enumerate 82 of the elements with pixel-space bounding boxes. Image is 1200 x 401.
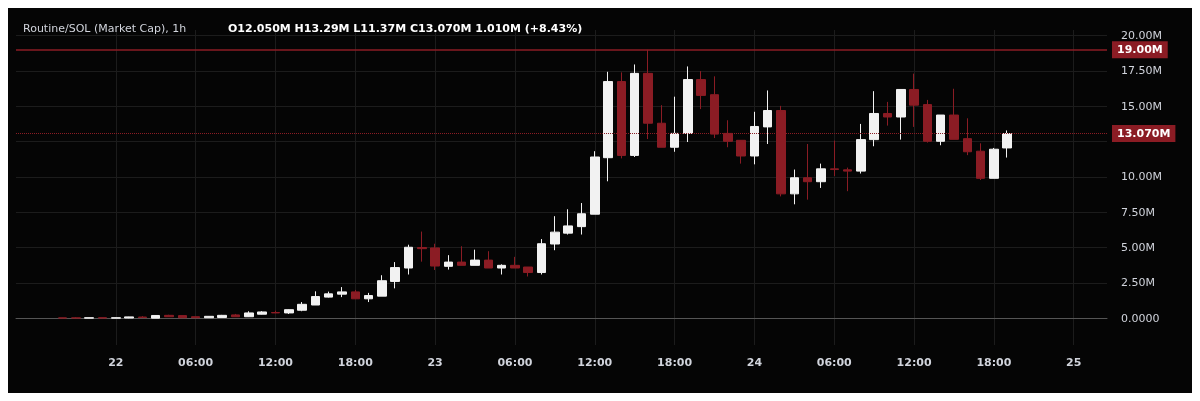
y-tick-label: 5.00M [1121,241,1155,255]
candlestick [324,291,333,299]
candlestick [976,142,985,181]
y-tick-label: 20.00M [1121,29,1162,43]
candlestick [430,243,440,271]
candlestick [178,314,187,319]
x-tick-label: 12:00 [257,356,294,369]
x-tick-label: 06:00 [816,356,853,369]
candlestick [630,63,639,158]
y-tick-label: 2.50M [1121,276,1155,290]
y-tick-label: 15.00M [1121,99,1162,113]
candlestick [217,314,227,319]
candlestick [404,244,413,276]
x-tick-label: 22 [108,356,124,369]
candlestick [377,274,387,297]
candlestick [736,139,746,165]
candlestick [364,292,373,303]
candlestick [351,289,360,300]
candlestick [750,111,759,165]
candlestick [830,140,839,177]
candlestick [244,310,254,318]
candlestick [151,314,160,319]
candlestick [670,96,679,153]
x-tick-label: 23 [427,356,443,369]
candlestick [563,208,573,236]
candlestick [683,65,693,143]
candlestick [936,114,945,146]
candlestick [71,316,81,319]
candlestick [856,123,866,175]
x-tick-label: 12:00 [577,356,613,369]
x-tick-label: 24 [746,356,763,369]
candlestick [523,266,533,277]
candlestick [484,250,493,269]
x-tick-label: 12:00 [896,356,932,369]
candlestick [271,310,280,314]
candlestick [537,238,546,276]
candlestick [790,169,799,205]
candlestick [417,231,427,263]
candlestick [470,249,480,266]
candlestick [311,290,320,306]
candlestick [603,71,613,182]
candlestick [803,143,812,201]
ref-line-label: 19.00M [1117,43,1163,57]
candlestick [337,286,347,298]
x-tick-label: 18:00 [976,356,1012,369]
candlestick [297,301,307,312]
x-tick-label: 25 [1066,356,1082,369]
y-tick-label: 17.50M [1121,64,1162,78]
candlestick [138,315,147,319]
candlestick [590,150,600,215]
x-tick-label: 18:00 [337,356,374,369]
candlestick [510,256,520,269]
candlestick [124,316,134,319]
chart-title: Routine/SOL (Market Cap), 1h [23,22,187,35]
y-tick-label: 0.0000 [1121,311,1160,325]
candlestick [1002,129,1012,159]
candlestick [896,88,906,141]
candlestick [550,215,560,251]
candlestick [457,245,466,266]
candlestick [909,73,919,128]
chart-subtitle: O12.050M H13.29M L11.37M C13.070M 1.010M (+8.43%) [228,22,583,35]
candlestick [390,261,400,289]
y-tick-label: 10.00M [1121,170,1162,184]
x-tick-label: 18:00 [657,356,693,369]
candlestick [284,308,294,315]
x-tick-label: 06:00 [497,356,533,369]
x-tick-label: 06:00 [178,356,214,369]
candlestick [696,70,706,110]
candlestick [577,202,586,236]
candlestick [497,263,506,276]
candlestick [191,316,200,319]
y-tick-label: 7.50M [1121,205,1155,219]
ref-line-label: 13.070M [1117,127,1171,141]
candlestick [816,163,826,189]
candlestick [231,313,240,318]
candlestick [883,101,892,127]
candlestick [989,147,999,179]
candlestick [763,89,772,145]
candlestick [444,254,453,271]
candlestick [843,167,852,192]
candlestick [869,90,879,147]
candlestick [257,310,267,315]
